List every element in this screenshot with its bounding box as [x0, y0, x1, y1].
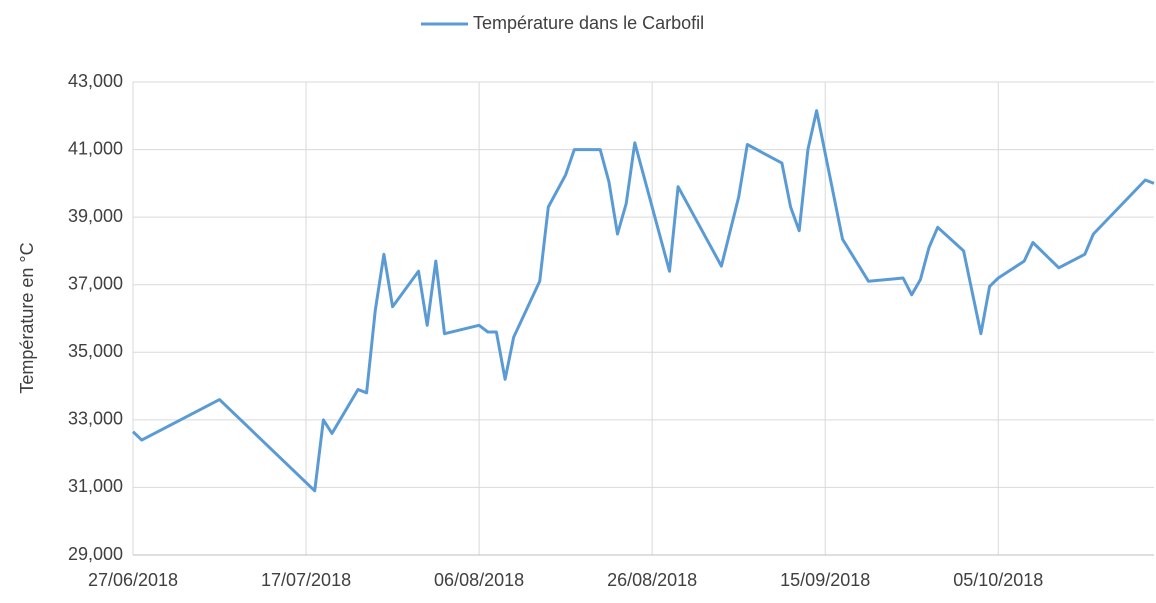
- x-tick-label: 17/07/2018: [261, 570, 351, 590]
- x-tick-label: 15/09/2018: [780, 570, 870, 590]
- x-tick-label: 26/08/2018: [607, 570, 697, 590]
- y-tick-label: 39,000: [68, 206, 123, 226]
- y-tick-label: 35,000: [68, 341, 123, 361]
- x-tick-label: 27/06/2018: [88, 570, 178, 590]
- x-tick-label: 05/10/2018: [953, 570, 1043, 590]
- y-axis-label: Température en °C: [17, 242, 37, 393]
- y-tick-label: 43,000: [68, 71, 123, 91]
- y-tick-label: 33,000: [68, 409, 123, 429]
- y-tick-label: 37,000: [68, 273, 123, 293]
- y-tick-label: 29,000: [68, 544, 123, 564]
- legend-label: Température dans le Carbofil: [473, 13, 704, 33]
- y-tick-label: 31,000: [68, 476, 123, 496]
- y-tick-label: 41,000: [68, 138, 123, 158]
- x-tick-label: 06/08/2018: [434, 570, 524, 590]
- data-line: [131, 109, 1155, 493]
